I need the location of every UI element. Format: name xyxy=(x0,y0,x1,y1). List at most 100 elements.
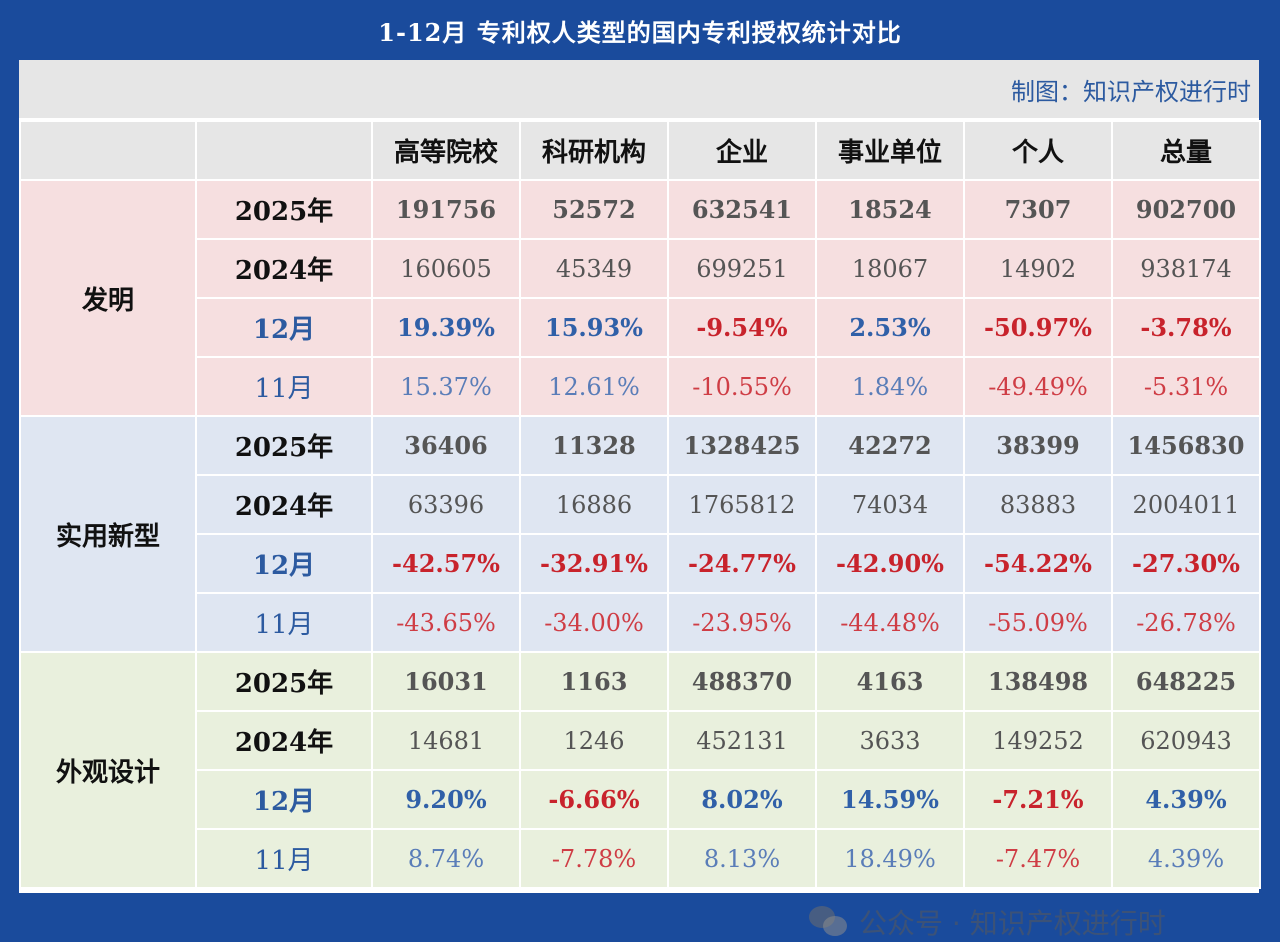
page-title: 1-12月 专利权人类型的国内专利授权统计对比 xyxy=(378,17,902,47)
cell-individuals: 138498 xyxy=(963,651,1113,712)
cell-total: -26.78% xyxy=(1111,592,1261,653)
category-label: 实用新型 xyxy=(19,415,197,653)
cell-public-institutions: 42272 xyxy=(815,415,965,476)
cell-public-institutions: 2.53% xyxy=(815,297,965,358)
cell-research-institutes: 16886 xyxy=(519,474,669,535)
cell-public-institutions: 4163 xyxy=(815,651,965,712)
cell-universities: 16031 xyxy=(371,651,521,712)
cell-individuals: 149252 xyxy=(963,710,1113,771)
row-label-nov-yoy: 11月 xyxy=(195,356,373,417)
row-label-year-2024: 2024年 xyxy=(195,710,373,771)
cell-research-institutes: 11328 xyxy=(519,415,669,476)
col-header-total: 总量 xyxy=(1111,120,1261,181)
row-label-nov-yoy: 11月 xyxy=(195,592,373,653)
cell-total: -3.78% xyxy=(1111,297,1261,358)
row-label-dec-yoy: 12月 xyxy=(195,769,373,830)
table-row: 发明 2025年 191756 52572 632541 18524 7307 902700 xyxy=(19,179,1261,417)
watermark-text: 公众号 · 知识产权进行时 xyxy=(859,907,1166,940)
col-header-research-institutes: 科研机构 xyxy=(519,120,669,181)
cell-universities: 8.74% xyxy=(371,828,521,889)
cell-individuals: -50.97% xyxy=(963,297,1113,358)
watermark: 公众号 · 知识产权进行时 xyxy=(809,902,1166,942)
cell-universities: 14681 xyxy=(371,710,521,771)
cell-enterprises: 452131 xyxy=(667,710,817,771)
cell-enterprises: -10.55% xyxy=(667,356,817,417)
wechat-icon xyxy=(809,906,849,938)
header-blank-1 xyxy=(19,120,197,181)
cell-public-institutions: 18.49% xyxy=(815,828,965,889)
cell-individuals: 38399 xyxy=(963,415,1113,476)
cell-enterprises: -9.54% xyxy=(667,297,817,358)
cell-individuals: 83883 xyxy=(963,474,1113,535)
cell-total: 4.39% xyxy=(1111,769,1261,830)
cell-enterprises: 488370 xyxy=(667,651,817,712)
cell-enterprises: -23.95% xyxy=(667,592,817,653)
table-row: 11月 8.74% -7.78% 8.13% 18.49% -7.47% 4.39% xyxy=(20,828,1261,889)
cell-individuals: -7.21% xyxy=(963,769,1113,830)
cell-universities: 15.37% xyxy=(371,356,521,417)
cell-total: 620943 xyxy=(1111,710,1261,771)
cell-universities: 191756 xyxy=(371,179,521,240)
cell-universities: 36406 xyxy=(371,415,521,476)
cell-individuals: -49.49% xyxy=(963,356,1113,417)
credit-row: 制图：知识产权进行时 xyxy=(19,60,1259,120)
table-panel: 制图：知识产权进行时 高等院校 科研机构 企业 事业单位 个人 总量 发明 202… xyxy=(19,60,1261,940)
table-row: 实用新型 2025年 36406 11328 1328425 42272 38399 1456… xyxy=(19,415,1261,653)
row-label-year-2025: 2025年 xyxy=(195,651,373,712)
cell-enterprises: 699251 xyxy=(667,238,817,299)
cell-public-institutions: -44.48% xyxy=(815,592,965,653)
cell-public-institutions: 18067 xyxy=(815,238,965,299)
header-blank-2 xyxy=(195,120,373,181)
cell-research-institutes: 1246 xyxy=(519,710,669,771)
cell-enterprises: 8.13% xyxy=(667,828,817,889)
row-label-year-2025: 2025年 xyxy=(195,179,373,240)
cell-research-institutes: 1163 xyxy=(519,651,669,712)
cell-research-institutes: 45349 xyxy=(519,238,669,299)
cell-universities: 9.20% xyxy=(371,769,521,830)
table-row: 外观设计 2025年 16031 1163 488370 4163 138498 648225 xyxy=(19,651,1261,889)
cell-individuals: -7.47% xyxy=(963,828,1113,889)
cell-enterprises: 632541 xyxy=(667,179,817,240)
cell-individuals: -54.22% xyxy=(963,533,1113,594)
row-label-nov-yoy: 11月 xyxy=(195,828,373,889)
cell-research-institutes: -6.66% xyxy=(519,769,669,830)
table-row: 2024年 14681 1246 452131 3633 149252 620943 xyxy=(20,710,1261,771)
category-label: 发明 xyxy=(19,179,197,417)
cell-public-institutions: 3633 xyxy=(815,710,965,771)
cell-research-institutes: 15.93% xyxy=(519,297,669,358)
cell-public-institutions: 1.84% xyxy=(815,356,965,417)
cell-public-institutions: 18524 xyxy=(815,179,965,240)
cell-universities: 63396 xyxy=(371,474,521,535)
cell-total: 938174 xyxy=(1111,238,1261,299)
cell-enterprises: -24.77% xyxy=(667,533,817,594)
cell-research-institutes: -34.00% xyxy=(519,592,669,653)
cell-individuals: -55.09% xyxy=(963,592,1113,653)
cell-individuals: 7307 xyxy=(963,179,1113,240)
cell-research-institutes: 12.61% xyxy=(519,356,669,417)
col-header-public-institutions: 事业单位 xyxy=(815,120,965,181)
cell-universities: 19.39% xyxy=(371,297,521,358)
cell-enterprises: 8.02% xyxy=(667,769,817,830)
col-header-universities: 高等院校 xyxy=(371,120,521,181)
cell-universities: -43.65% xyxy=(371,592,521,653)
row-label-year-2025: 2025年 xyxy=(195,415,373,476)
category-label: 外观设计 xyxy=(19,651,197,889)
table-row: 12月 -42.57% -32.91% -24.77% -42.90% -54.22% -2… xyxy=(20,533,1261,594)
cell-total: 1456830 xyxy=(1111,415,1261,476)
table-row: 2024年 63396 16886 1765812 74034 83883 2004011 xyxy=(20,474,1261,535)
cell-total: 902700 xyxy=(1111,179,1261,240)
cell-enterprises: 1328425 xyxy=(667,415,817,476)
cell-research-institutes: -32.91% xyxy=(519,533,669,594)
cell-universities: -42.57% xyxy=(371,533,521,594)
cell-enterprises: 1765812 xyxy=(667,474,817,535)
table-row: 11月 15.37% 12.61% -10.55% 1.84% -49.49% -5.31% xyxy=(20,356,1261,417)
header-row: 高等院校 科研机构 企业 事业单位 个人 总量 xyxy=(19,120,1261,181)
cell-universities: 160605 xyxy=(371,238,521,299)
row-label-dec-yoy: 12月 xyxy=(195,297,373,358)
table-row: 12月 19.39% 15.93% -9.54% 2.53% -50.97% -3.78% xyxy=(20,297,1261,358)
table-row: 2024年 160605 45349 699251 18067 14902 938174 xyxy=(20,238,1261,299)
cell-total: 2004011 xyxy=(1111,474,1261,535)
chart-credit: 制图：知识产权进行时 xyxy=(1011,78,1251,106)
col-header-enterprises: 企业 xyxy=(667,120,817,181)
table-row: 11月 -43.65% -34.00% -23.95% -44.48% -55.09% -2… xyxy=(20,592,1261,653)
